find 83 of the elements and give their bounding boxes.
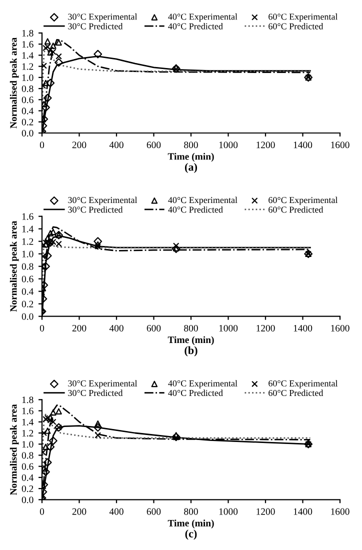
x-tick-label: 600	[146, 324, 161, 332]
y-tick-label: 0.2	[22, 118, 34, 126]
x-tick-label: 400	[109, 142, 124, 148]
legend-label: 60°C Experimental	[268, 196, 338, 205]
y-tick-label: 1.2	[22, 238, 34, 245]
text: (b)	[184, 346, 198, 356]
x-axis-title: Time (min)	[168, 336, 214, 346]
x-tick-label: 800	[184, 142, 198, 148]
x-tick-label: 600	[146, 508, 161, 515]
x-tick-label: 1600	[331, 142, 350, 148]
legend-label: 40°C Experimental	[168, 196, 238, 205]
legend-label: 60°C Predicted	[268, 23, 324, 30]
legend-label: 60°C Experimental	[268, 380, 338, 388]
legend-label: 40°C Experimental	[168, 380, 238, 388]
y-tick-label: 0.0	[22, 313, 34, 320]
y-tick-label: 0.6	[22, 276, 34, 282]
y-tick-label: 0.8	[22, 263, 34, 270]
x-tick-label: 1200	[256, 324, 275, 332]
y-tick-label: 1.6	[22, 408, 34, 414]
y-axis-title: Normalised peak area	[10, 220, 19, 312]
x-tick-label: 1600	[331, 508, 350, 515]
y-tick-label: 1.4	[22, 418, 34, 426]
legend-label: 30°C Experimental	[68, 13, 138, 22]
text: (c)	[185, 530, 197, 540]
x-tick-label: 400	[109, 508, 124, 515]
x-tick-label: 1000	[219, 324, 238, 332]
legend-label: 40°C Predicted	[168, 23, 223, 30]
y-tick-label: 1.8	[22, 30, 34, 37]
legend-label: 30°C Predicted	[68, 390, 123, 396]
legend-label: 30°C Predicted	[68, 206, 123, 213]
y-tick-label: 0.0	[22, 130, 34, 137]
legend-label: 30°C Experimental	[68, 196, 138, 205]
y-tick-label: 0.6	[22, 96, 34, 104]
x-tick-label: 1400	[294, 324, 312, 332]
x-tick-label: 0	[40, 142, 44, 148]
legend-label: 40°C Predicted	[168, 390, 223, 396]
y-tick-label: 1.4	[22, 52, 34, 59]
legend-label: 40°C Experimental	[168, 13, 238, 22]
y-axis-title: Normalised peak area	[10, 38, 19, 128]
x-tick-label: 200	[72, 142, 86, 148]
x-tick-label: 1600	[331, 324, 350, 332]
legend-label: 30°C Predicted	[68, 23, 123, 30]
y-tick-label: 0.2	[22, 485, 34, 492]
x-tick-label: 800	[184, 508, 198, 515]
y-axis-title: Normalised peak area	[10, 404, 19, 496]
y-tick-label: 0.0	[22, 496, 34, 504]
y-tick-label: 0.6	[22, 463, 34, 470]
x-tick-label: 1400	[294, 508, 312, 515]
y-tick-label: 1.6	[22, 213, 34, 220]
legend-label: 60°C Predicted	[268, 390, 324, 396]
x-tick-label: 200	[72, 508, 86, 515]
y-tick-label: 1.2	[22, 430, 34, 437]
y-tick-label: 0.8	[22, 452, 34, 459]
y-tick-label: 0.4	[22, 288, 34, 295]
x-tick-label: 800	[184, 324, 198, 332]
y-tick-label: 0.4	[22, 474, 34, 481]
x-tick-label: 1000	[219, 508, 238, 515]
y-tick-label: 0.4	[22, 108, 34, 114]
x-axis-title: Time (min)	[168, 152, 214, 162]
y-tick-label: 1.8	[22, 396, 34, 404]
x-tick-label: 0	[40, 508, 44, 515]
x-tick-label: 600	[146, 142, 161, 148]
text: (a)	[185, 162, 197, 174]
y-tick-label: 0.8	[22, 85, 34, 92]
legend-label: 60°C Predicted	[268, 206, 324, 213]
x-tick-label: 200	[72, 324, 86, 332]
legend-label: 60°C Experimental	[268, 13, 338, 22]
y-tick-label: 1.0	[22, 250, 34, 258]
x-tick-label: 1200	[256, 142, 275, 148]
y-tick-label: 1.4	[22, 226, 34, 232]
y-tick-label: 1.2	[22, 63, 34, 70]
x-axis-title: Time (min)	[168, 520, 214, 528]
y-tick-label: 1.0	[22, 441, 34, 448]
legend-label: 30°C Experimental	[68, 380, 138, 388]
x-tick-label: 1200	[256, 508, 275, 515]
y-tick-label: 0.2	[22, 300, 34, 308]
x-tick-label: 1400	[294, 142, 312, 148]
y-tick-label: 1.0	[22, 74, 34, 81]
x-tick-label: 1000	[219, 142, 238, 148]
y-tick-label: 1.6	[22, 41, 34, 48]
x-tick-label: 400	[109, 324, 124, 332]
x-tick-label: 0	[40, 324, 44, 332]
legend-label: 40°C Predicted	[168, 206, 223, 213]
